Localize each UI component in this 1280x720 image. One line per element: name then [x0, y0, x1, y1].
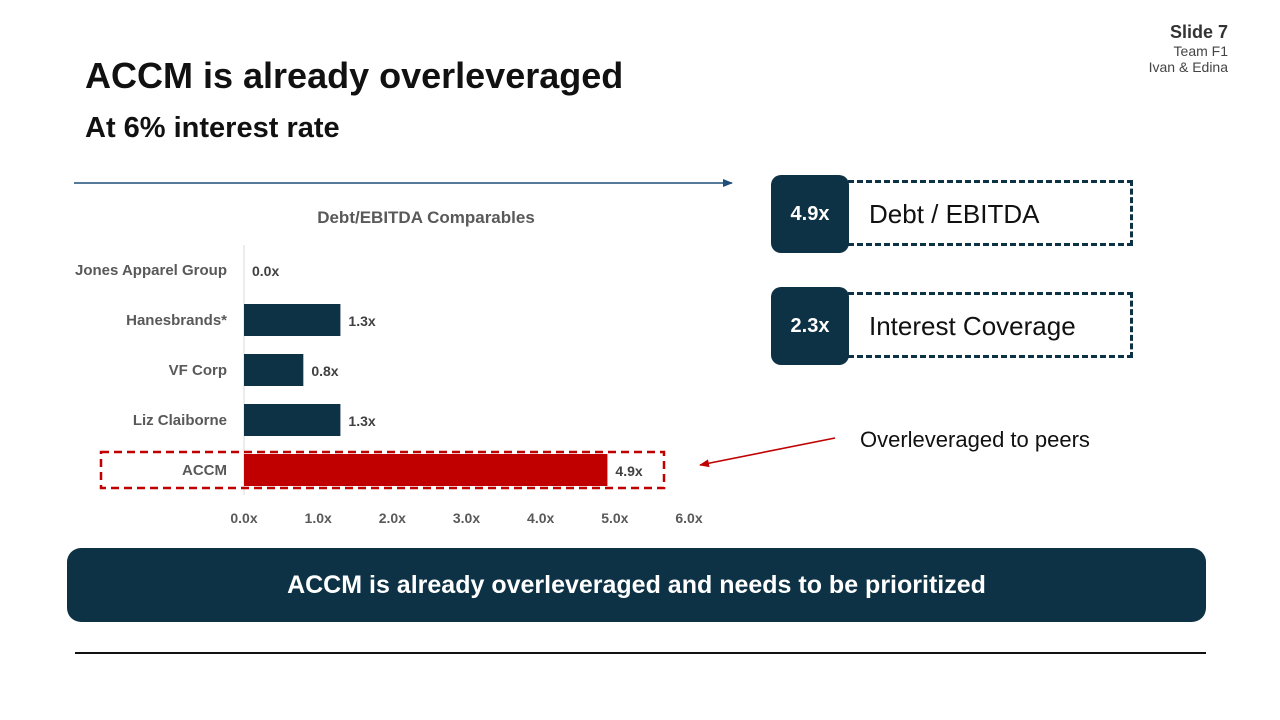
chart-container: Debt/EBITDA Comparables Jones Apparel Gr…: [60, 170, 760, 540]
category-label: ACCM: [182, 462, 227, 479]
kpi-label: Interest Coverage: [869, 310, 1076, 341]
authors: Ivan & Edina: [1148, 58, 1228, 75]
bar: [244, 454, 608, 486]
category-label: Liz Claiborne: [133, 412, 227, 429]
callout-arrow: [699, 437, 836, 468]
callout-text: Overleveraged to peers: [860, 427, 1090, 452]
kpi-value-box: 4.9x: [771, 175, 849, 253]
data-label: 0.8x: [311, 363, 338, 379]
kpi-label: Debt / EBITDA: [869, 198, 1040, 229]
x-tick-label: 2.0x: [379, 510, 406, 526]
chart-plot-area: Jones Apparel Group 0.0x Hanesbrands* 1.3x V…: [75, 245, 703, 526]
bottom-divider: [75, 652, 1206, 654]
slide-title: ACCM is already overleveraged: [85, 55, 624, 96]
x-tick-label: 6.0x: [675, 510, 702, 526]
x-tick-label: 0.0x: [230, 510, 257, 526]
x-tick-label: 5.0x: [601, 510, 628, 526]
data-label: 0.0x: [252, 263, 279, 279]
category-label: Hanesbrands*: [126, 312, 227, 329]
kpi-interest-coverage: 2.3x Interest Coverage: [771, 287, 1151, 365]
slide-subtitle: At 6% interest rate: [85, 112, 340, 144]
kpi-value-box: 2.3x: [771, 287, 849, 365]
data-label: 4.9x: [615, 463, 642, 479]
conclusion-banner: ACCM is already overleveraged and needs …: [67, 548, 1206, 622]
data-label: 1.3x: [348, 313, 375, 329]
chart-title: Debt/EBITDA Comparables: [317, 208, 535, 227]
slide-number: Slide 7: [1169, 22, 1228, 42]
bar: [244, 404, 341, 436]
x-tick-label: 3.0x: [453, 510, 480, 526]
x-tick-label: 4.0x: [527, 510, 554, 526]
category-label: VF Corp: [169, 362, 227, 379]
team-name: Team F1: [1173, 42, 1228, 59]
bar: [244, 354, 304, 386]
data-label: 1.3x: [348, 413, 375, 429]
x-tick-label: 1.0x: [305, 510, 332, 526]
category-label: Jones Apparel Group: [75, 262, 227, 279]
slide-meta: Slide 7 Team F1 Ivan & Edina: [1149, 22, 1228, 75]
kpi-debt-ebitda: 4.9x Debt / EBITDA: [771, 175, 1151, 253]
bar: [244, 304, 341, 336]
debt-ebitda-bar-chart: Debt/EBITDA Comparables Jones Apparel Gr…: [74, 179, 733, 526]
